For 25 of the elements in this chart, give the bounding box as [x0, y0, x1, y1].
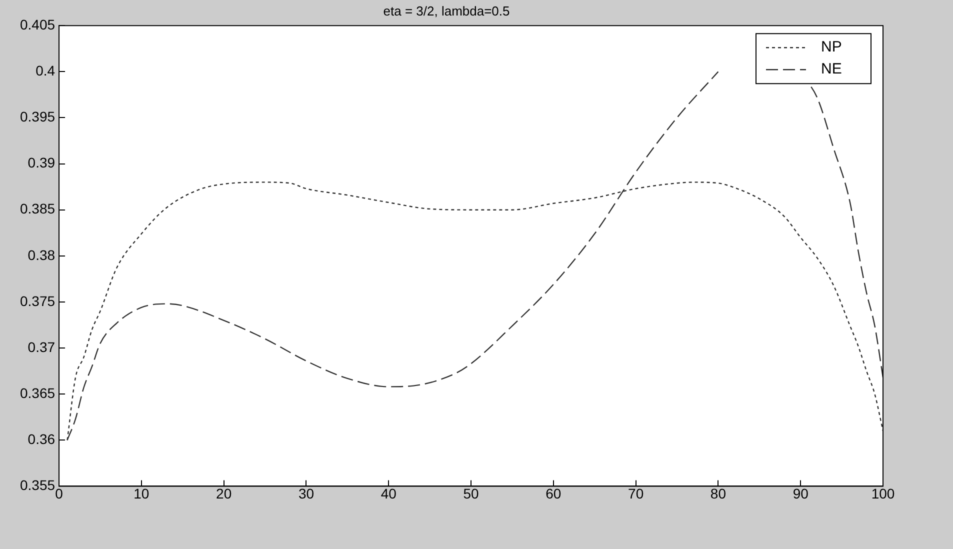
legend-label: NE [821, 60, 842, 78]
x-tick-label: 90 [792, 485, 809, 502]
x-tick-label: 70 [628, 485, 644, 502]
x-tick-label: 20 [216, 485, 232, 502]
y-tick-label: 0.385 [20, 200, 56, 217]
y-tick-label: 0.4 [36, 62, 56, 79]
y-tick-label: 0.395 [20, 108, 56, 125]
x-tick-label: 50 [463, 485, 480, 502]
y-tick-label: 0.365 [20, 384, 56, 401]
x-tick-label: 0 [55, 485, 64, 502]
x-tick-label: 30 [298, 485, 314, 502]
y-tick-label: 0.39 [28, 154, 56, 171]
y-tick-label: 0.36 [28, 431, 56, 447]
y-tick-label: 0.405 [20, 16, 56, 32]
x-tick-label: 10 [134, 485, 150, 502]
y-tick-label: 0.375 [20, 292, 56, 309]
legend-label: NP [821, 38, 842, 56]
y-tick-label: 0.355 [20, 477, 56, 494]
y-tick-label: 0.38 [28, 246, 56, 263]
x-tick-label: 60 [546, 485, 562, 502]
x-tick-label: 100 [871, 485, 895, 502]
chart-title: eta = 3/2, lambda=0.5 [383, 3, 510, 18]
y-tick-label: 0.37 [28, 338, 56, 355]
x-tick-label: 40 [380, 485, 397, 502]
x-tick-label: 80 [710, 485, 726, 502]
